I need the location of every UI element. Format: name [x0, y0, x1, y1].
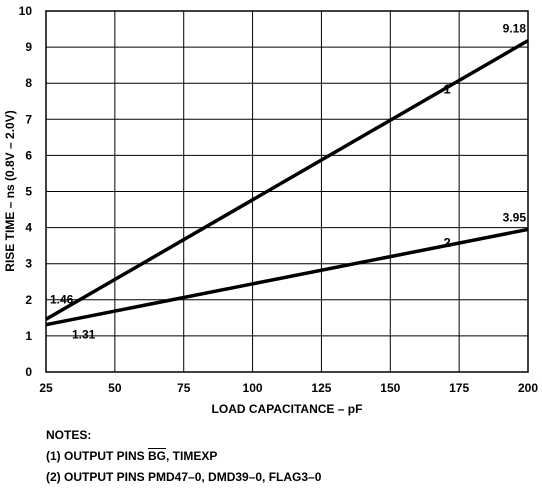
x-tick-labels: 25 50 75 100 125 150 175 200: [39, 381, 538, 395]
y-tick-label-7: 7: [25, 112, 32, 126]
x-tick-label-100: 100: [243, 381, 263, 395]
x-tick-label-175: 175: [449, 381, 469, 395]
x-tick-label-25: 25: [39, 381, 53, 395]
note-2: (2) OUTPUT PINS PMD47–0, DMD39–0, FLAG3–…: [46, 470, 322, 484]
end-value-label-1: 9.18: [503, 22, 527, 36]
series-name-label-2: 2: [444, 235, 451, 250]
y-tick-label-8: 8: [25, 76, 32, 90]
y-tick-label-2: 2: [25, 293, 32, 307]
y-tick-label-6: 6: [25, 148, 32, 162]
series-lines: [45, 39, 529, 327]
y-tick-label-5: 5: [25, 185, 32, 199]
rise-time-chart: 25 50 75 100 125 150 175 200 0 1 2 3 4 5 6 7 8 9 10 1 1.46…: [3, 4, 538, 416]
y-axis-label: RISE TIME – ns (0.8V – 2.0V): [3, 110, 17, 271]
x-tick-label-200: 200: [518, 381, 538, 395]
series-name-label-1: 1: [444, 81, 451, 96]
note-1-bg-overbar: BG: [148, 449, 167, 463]
plot-frame: [45, 10, 529, 373]
data-labels: 1 1.46 9.18 2 1.31 3.95: [50, 22, 526, 342]
y-tick-label-3: 3: [25, 257, 32, 271]
x-tick-label-125: 125: [311, 381, 331, 395]
y-tick-label-4: 4: [25, 221, 32, 235]
note-1-prefix: (1) OUTPUT PINS: [46, 449, 149, 463]
start-value-label-1: 1.46: [50, 292, 74, 306]
x-tick-label-150: 150: [380, 381, 400, 395]
y-tick-labels: 0 1 2 3 4 5 6 7 8 9 10: [19, 4, 33, 379]
y-tick-label-9: 9: [25, 40, 32, 54]
end-value-label-2: 3.95: [503, 210, 527, 224]
note-1-suffix: , TIMEXP: [166, 449, 218, 463]
start-value-label-2: 1.31: [72, 328, 96, 342]
y-tick-label-10: 10: [19, 4, 33, 18]
note-1: (1) OUTPUT PINS BG, TIMEXP: [46, 446, 321, 467]
series-line-1: [45, 39, 529, 321]
notes-block: NOTES: (1) OUTPUT PINS BG, TIMEXP (2) OU…: [46, 425, 321, 488]
notes-heading: NOTES:: [46, 428, 92, 442]
y-tick-label-0: 0: [25, 365, 32, 379]
y-tick-label-1: 1: [25, 329, 32, 343]
grid-lines: [46, 11, 528, 372]
x-axis-label: LOAD CAPACITANCE – pF: [212, 402, 363, 416]
x-tick-label-75: 75: [177, 381, 191, 395]
x-tick-label-50: 50: [108, 381, 122, 395]
series-line-2: [45, 227, 529, 327]
